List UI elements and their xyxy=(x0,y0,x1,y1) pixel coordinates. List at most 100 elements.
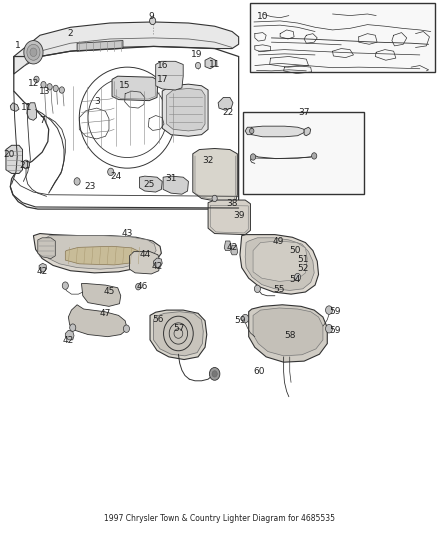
Polygon shape xyxy=(205,58,215,69)
Polygon shape xyxy=(65,330,74,340)
Text: 45: 45 xyxy=(103,287,115,296)
Text: 9: 9 xyxy=(148,12,154,21)
Text: 43: 43 xyxy=(122,229,133,238)
Text: 59: 59 xyxy=(329,307,340,316)
Text: 37: 37 xyxy=(298,108,310,117)
Polygon shape xyxy=(27,103,36,120)
Polygon shape xyxy=(112,76,158,101)
Polygon shape xyxy=(65,246,141,265)
Text: 49: 49 xyxy=(272,237,284,246)
Circle shape xyxy=(27,44,40,60)
Text: 25: 25 xyxy=(144,180,155,189)
Polygon shape xyxy=(150,310,207,360)
Text: 19: 19 xyxy=(191,51,203,59)
Polygon shape xyxy=(39,263,46,272)
Circle shape xyxy=(195,62,201,69)
Circle shape xyxy=(294,273,300,281)
Text: 42: 42 xyxy=(36,268,48,276)
Polygon shape xyxy=(33,233,161,273)
Text: 52: 52 xyxy=(297,264,309,273)
Text: 42: 42 xyxy=(63,336,74,345)
Circle shape xyxy=(136,284,141,290)
Polygon shape xyxy=(155,61,183,90)
Polygon shape xyxy=(218,98,233,110)
Text: 11: 11 xyxy=(209,60,220,69)
Polygon shape xyxy=(163,176,188,194)
Text: 50: 50 xyxy=(290,246,301,255)
Text: 47: 47 xyxy=(100,309,111,318)
Text: 1997 Chrysler Town & Country Lighter Diagram for 4685535: 1997 Chrysler Town & Country Lighter Dia… xyxy=(103,514,335,523)
Circle shape xyxy=(74,177,80,185)
Polygon shape xyxy=(38,238,55,259)
Polygon shape xyxy=(253,308,323,356)
Polygon shape xyxy=(231,245,238,255)
Polygon shape xyxy=(253,241,307,281)
Polygon shape xyxy=(6,146,22,173)
Polygon shape xyxy=(208,200,251,235)
Polygon shape xyxy=(41,236,156,269)
Circle shape xyxy=(325,306,332,314)
Polygon shape xyxy=(68,305,127,337)
Circle shape xyxy=(212,370,217,377)
Circle shape xyxy=(53,85,58,92)
Polygon shape xyxy=(77,41,123,51)
Polygon shape xyxy=(245,238,314,290)
Text: 39: 39 xyxy=(233,212,244,221)
Polygon shape xyxy=(252,126,304,137)
Text: 7: 7 xyxy=(39,116,45,125)
Text: 38: 38 xyxy=(226,199,238,208)
Text: 42: 42 xyxy=(152,262,162,271)
Polygon shape xyxy=(249,305,327,362)
Text: 59: 59 xyxy=(329,326,340,335)
Circle shape xyxy=(22,160,29,168)
Polygon shape xyxy=(240,235,318,294)
Polygon shape xyxy=(130,252,160,274)
Circle shape xyxy=(108,168,114,175)
Text: 59: 59 xyxy=(234,316,246,325)
Text: 11: 11 xyxy=(21,102,33,111)
Text: 15: 15 xyxy=(120,81,131,90)
Text: 42: 42 xyxy=(226,244,238,253)
Circle shape xyxy=(150,17,155,25)
Polygon shape xyxy=(153,258,162,268)
Text: 21: 21 xyxy=(19,161,30,170)
Text: 23: 23 xyxy=(85,182,96,191)
Circle shape xyxy=(311,153,317,159)
Polygon shape xyxy=(166,88,205,131)
Circle shape xyxy=(250,128,254,134)
Text: 2: 2 xyxy=(68,29,73,38)
Circle shape xyxy=(47,84,52,90)
Circle shape xyxy=(30,48,37,56)
Text: 55: 55 xyxy=(273,285,285,294)
Circle shape xyxy=(251,154,256,160)
Text: 54: 54 xyxy=(290,275,301,284)
Circle shape xyxy=(254,285,261,293)
Text: 1: 1 xyxy=(15,42,21,51)
Text: 13: 13 xyxy=(39,86,50,95)
Text: 56: 56 xyxy=(152,315,164,324)
Text: 58: 58 xyxy=(284,331,296,340)
Text: 44: 44 xyxy=(139,250,150,259)
Text: 31: 31 xyxy=(165,174,177,183)
Polygon shape xyxy=(162,84,208,136)
Text: 24: 24 xyxy=(111,172,122,181)
Polygon shape xyxy=(153,312,203,356)
Text: 3: 3 xyxy=(94,97,99,106)
Circle shape xyxy=(41,82,46,88)
Polygon shape xyxy=(224,241,231,251)
Circle shape xyxy=(24,41,43,64)
Text: 32: 32 xyxy=(202,156,214,165)
Polygon shape xyxy=(81,284,121,306)
Circle shape xyxy=(124,325,130,333)
Circle shape xyxy=(34,76,39,83)
Text: 22: 22 xyxy=(222,108,233,117)
Circle shape xyxy=(209,368,220,380)
Circle shape xyxy=(62,282,68,289)
Text: 20: 20 xyxy=(3,150,14,159)
Polygon shape xyxy=(11,103,19,111)
Circle shape xyxy=(242,314,249,323)
Polygon shape xyxy=(14,22,239,74)
Text: 16: 16 xyxy=(156,61,168,70)
Circle shape xyxy=(70,324,76,332)
Polygon shape xyxy=(193,149,237,201)
